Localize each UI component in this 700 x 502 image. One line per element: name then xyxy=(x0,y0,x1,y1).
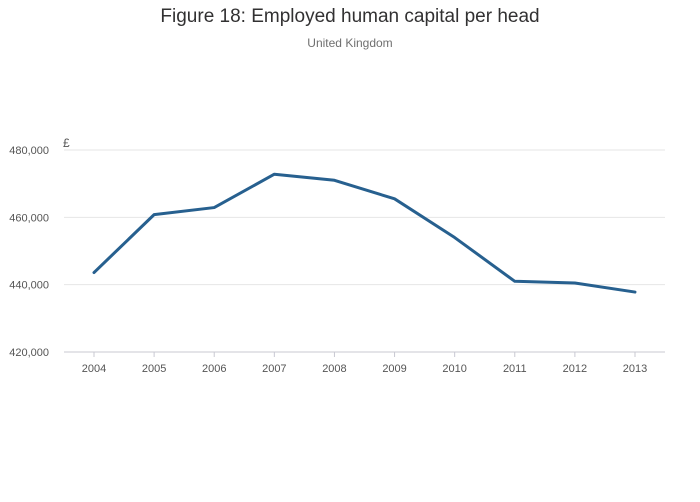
series-line xyxy=(92,172,637,294)
x-tick-label: 2012 xyxy=(563,363,587,375)
x-tick-label: 2007 xyxy=(262,363,286,375)
chart-subtitle: United Kingdom xyxy=(307,36,393,50)
x-tick-label: 2010 xyxy=(442,363,466,375)
x-tick-label: 2013 xyxy=(623,363,647,375)
x-tick-label: 2005 xyxy=(142,363,166,375)
series-group xyxy=(92,172,637,294)
y-tick-label: 440,000 xyxy=(9,280,49,292)
x-tick-label: 2008 xyxy=(322,363,346,375)
y-axis-unit-label: £ xyxy=(63,136,70,150)
y-tick-label: 460,000 xyxy=(9,212,49,224)
x-tick-label: 2006 xyxy=(202,363,226,375)
y-axis-ticks: 420,000 440,000 460,000 480,000 xyxy=(9,145,49,359)
x-tick-label: 2004 xyxy=(82,363,106,375)
y-tick-label: 420,000 xyxy=(9,347,49,359)
y-tick-label: 480,000 xyxy=(9,145,49,157)
x-axis-ticks: 2004 2005 2006 2007 2008 2009 2010 2011 2012 2013 xyxy=(82,352,647,375)
gridlines xyxy=(64,149,665,286)
x-tick-label: 2011 xyxy=(503,363,527,375)
x-tick-label: 2009 xyxy=(382,363,406,375)
chart-title: Figure 18: Employed human capital per he… xyxy=(160,6,540,27)
